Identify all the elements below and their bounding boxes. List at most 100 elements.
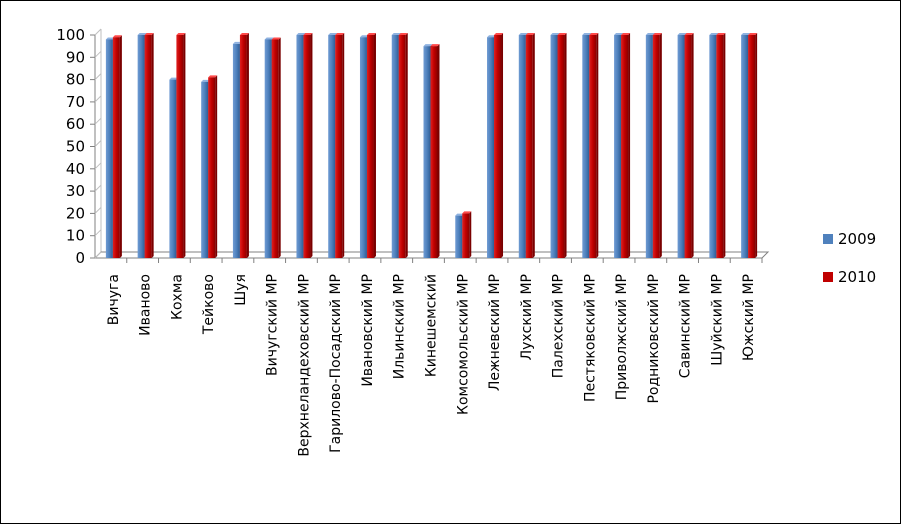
bar-front [303,35,311,258]
bar-front [557,35,565,258]
bar-side [151,33,154,258]
y-tick-label: 80 [66,71,85,89]
bar-top [614,33,624,35]
bar-top [462,211,472,214]
category-label: Комсомольский МР [455,274,471,415]
bar-2010-6 [303,33,313,258]
bar-front [391,35,399,258]
bar-top [589,33,599,35]
bar-front [550,35,558,258]
bar-top [518,33,528,35]
bar-front [232,43,240,258]
bar-side [278,37,281,259]
bar-top [201,79,211,82]
bar-top [430,44,440,47]
bar-front [296,35,304,258]
bar-front [105,39,113,259]
y-tick-depth [94,95,102,103]
category-label: Ивановский МР [360,274,376,387]
y-tick-depth [94,162,102,170]
bar-side [437,44,440,259]
bar-front [423,46,431,259]
bar-2010-2 [176,33,186,258]
bar-2010-8 [366,33,376,258]
bar-side [310,33,313,258]
y-tick-depth [94,207,102,214]
bar-2010-14 [557,33,567,258]
bar-top [677,33,687,35]
bar-front [614,35,622,258]
y-tick-depth [94,28,102,36]
bar-front [462,213,470,258]
category-label: Приволжский МР [614,274,630,400]
bar-top [557,33,567,35]
bar-front [645,35,653,258]
bar-2010-1 [144,33,154,258]
bar-top [455,213,465,216]
bar-side [691,33,694,258]
bar-side [469,211,472,258]
bar-front [264,39,272,259]
category-label: Кинешемский [424,274,440,377]
bar-front [455,215,463,258]
bar-top [398,33,408,35]
bar-top [391,33,401,35]
bar-front [169,79,177,258]
legend-item-2009: 2009 [823,230,876,248]
bar-side [373,33,376,258]
bar-front [677,35,685,258]
bar-front [176,35,184,258]
bar-front [359,37,367,259]
bar-top [359,35,369,38]
bar-2010-18 [684,33,694,258]
bar-top [239,33,249,35]
category-label: Савинский МР [678,274,694,378]
legend-label: 2010 [838,268,876,286]
bar-top [264,37,274,40]
bar-2010-19 [716,33,726,258]
bar-side [405,33,408,258]
y-tick-label: 20 [66,204,85,222]
bar-front [621,35,629,258]
bar-top [550,33,560,35]
category-label: Пестяковский МР [582,274,598,402]
bar-front [741,35,749,258]
bar-top [112,35,122,38]
bar-front [684,35,692,258]
bar-2010-10 [430,44,440,259]
bar-front [525,35,533,258]
y-tick-depth [94,229,102,237]
bar-top [716,33,726,35]
bar-top [105,37,115,40]
bar-top [487,35,497,38]
bar-top [652,33,662,35]
y-tick-label: 50 [66,138,85,156]
legend-swatch [823,234,833,244]
y-tick-label: 90 [66,48,85,66]
bar-side [246,33,249,258]
chart-legend: 2009 2010 [823,230,876,286]
category-label: Шуя [233,274,249,306]
bar-2010-12 [494,33,504,258]
bar-front [518,35,526,258]
bar-2010-5 [271,37,281,259]
bar-front [582,35,590,258]
bar-2010-7 [335,33,345,258]
bar-top [684,33,694,35]
legend-label: 2009 [838,230,876,248]
bar-top [328,33,338,35]
bar-top [296,33,306,35]
bar-top [741,33,751,35]
bar-top [169,77,179,80]
bar-side [183,33,186,258]
bar-front [398,35,406,258]
bar-side [342,33,345,258]
chart-bars [105,33,758,259]
bar-front [652,35,660,258]
bar-2010-3 [208,75,218,259]
bar-2010-16 [621,33,631,258]
bar-side [119,35,122,259]
category-label: Вичугский МР [265,274,281,376]
bar-front [748,35,756,258]
